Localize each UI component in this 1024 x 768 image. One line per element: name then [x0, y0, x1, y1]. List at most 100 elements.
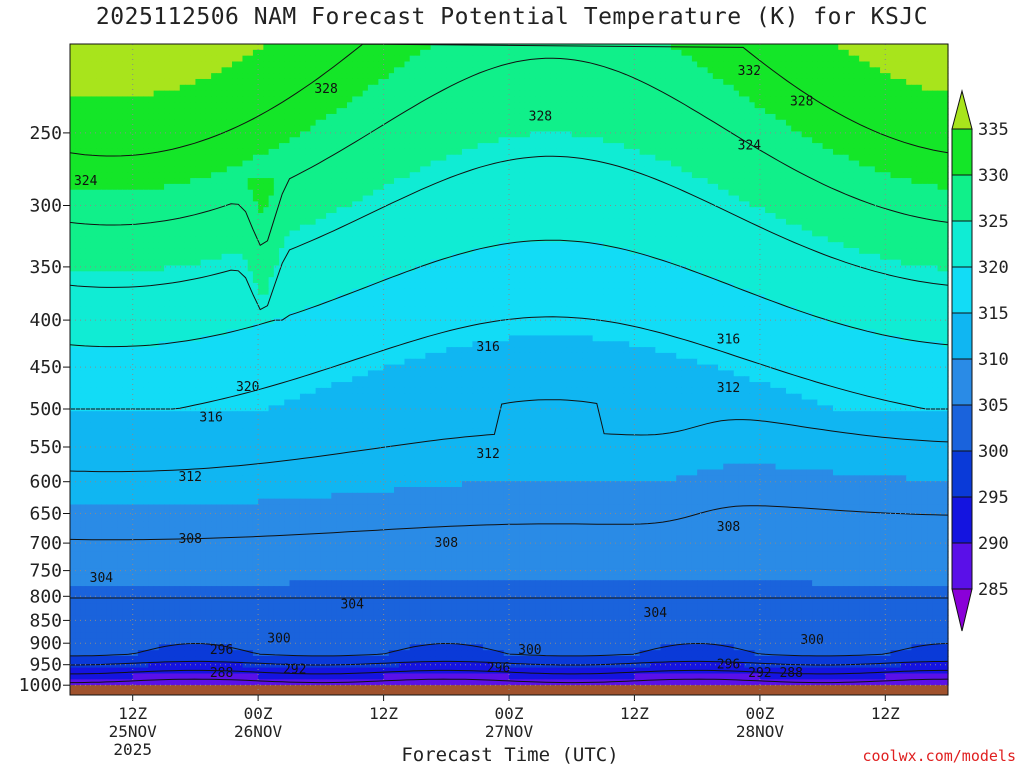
heatmap-cell — [503, 207, 510, 214]
heatmap-cell — [932, 108, 939, 115]
heatmap-cell — [425, 143, 432, 150]
heatmap-cell — [472, 108, 479, 115]
heatmap-cell — [200, 195, 207, 202]
heatmap-cell — [414, 189, 421, 197]
heatmap-cell — [644, 137, 651, 144]
heatmap-cell — [853, 125, 860, 133]
heatmap-cell — [900, 102, 907, 109]
heatmap-cell — [430, 113, 437, 121]
heatmap-cell — [613, 44, 620, 51]
heatmap-cell — [179, 44, 186, 51]
heatmap-cell — [608, 201, 615, 208]
heatmap-cell — [232, 189, 238, 197]
heatmap-cell — [346, 44, 353, 51]
heatmap-cell — [310, 143, 317, 150]
heatmap-cell — [707, 143, 714, 150]
heatmap-cell — [326, 148, 332, 156]
heatmap-cell — [812, 207, 818, 214]
heatmap-cell — [843, 61, 850, 68]
heatmap-cell — [608, 131, 615, 138]
heatmap-cell — [472, 160, 479, 168]
heatmap-cell — [733, 61, 740, 68]
heatmap-cell — [341, 49, 348, 57]
heatmap-cell — [414, 195, 421, 202]
heatmap-cell — [106, 113, 113, 121]
heatmap-cell — [697, 125, 703, 133]
heatmap-cell — [90, 178, 97, 185]
heatmap-cell — [247, 90, 254, 98]
heatmap-cell — [132, 61, 139, 68]
heatmap-cell — [655, 154, 662, 162]
heatmap-cell — [252, 213, 259, 220]
heatmap-cell — [482, 84, 489, 92]
heatmap-cell — [143, 143, 149, 150]
heatmap-cell — [519, 195, 526, 202]
heatmap-cell — [916, 84, 923, 92]
heatmap-cell — [509, 90, 515, 98]
heatmap-cell — [200, 160, 207, 168]
heatmap-cell — [759, 102, 766, 109]
heatmap-cell — [707, 119, 714, 127]
heatmap-cell — [540, 49, 547, 57]
heatmap-cell — [388, 172, 395, 179]
heatmap-cell — [629, 125, 636, 133]
heatmap-cell — [529, 84, 536, 92]
heatmap-cell — [707, 61, 714, 68]
heatmap-cell — [801, 201, 808, 208]
heatmap-cell — [545, 143, 552, 150]
heatmap-cell — [148, 102, 155, 109]
heatmap-cell — [545, 96, 552, 103]
heatmap-cell — [184, 183, 191, 191]
heatmap-cell — [378, 195, 385, 202]
heatmap-cell — [394, 78, 400, 86]
heatmap-cell — [702, 195, 709, 202]
heatmap-cell — [728, 137, 735, 144]
heatmap-cell — [357, 102, 364, 109]
heatmap-cell — [613, 84, 620, 92]
heatmap-cell — [738, 108, 745, 115]
heatmap-cell — [284, 143, 291, 150]
heatmap-cell — [320, 125, 327, 133]
heatmap-cell — [117, 102, 123, 109]
heatmap-cell — [430, 201, 437, 208]
heatmap-cell — [932, 44, 939, 51]
heatmap-cell — [644, 73, 651, 80]
heatmap-cell — [216, 160, 223, 168]
heatmap-cell — [561, 78, 568, 86]
heatmap-cell — [111, 201, 118, 208]
heatmap-cell — [576, 102, 583, 109]
heatmap-cell — [200, 61, 207, 68]
heatmap-cell — [806, 108, 813, 115]
heatmap-cell — [629, 108, 636, 115]
heatmap-cell — [456, 125, 463, 133]
heatmap-cell — [148, 73, 155, 80]
heatmap-cell — [85, 96, 92, 103]
heatmap-cell — [232, 148, 238, 156]
heatmap-cell — [859, 67, 865, 74]
heatmap-cell — [111, 67, 118, 74]
heatmap-cell — [691, 143, 698, 150]
heatmap-cell — [707, 67, 714, 74]
heatmap-cell — [859, 148, 865, 156]
heatmap-cell — [770, 49, 777, 57]
heatmap-cell — [603, 119, 609, 127]
heatmap-cell — [101, 113, 108, 121]
heatmap-cell — [273, 90, 280, 98]
heatmap-cell — [268, 55, 275, 63]
heatmap-cell — [812, 67, 818, 74]
heatmap-cell — [190, 207, 197, 214]
heatmap-cell — [644, 61, 651, 68]
heatmap-cell — [472, 154, 479, 162]
heatmap-cell — [367, 119, 374, 127]
heatmap-cell — [853, 96, 860, 103]
heatmap-cell — [70, 172, 76, 179]
heatmap-cell — [937, 125, 944, 133]
heatmap-cell — [801, 67, 808, 74]
heatmap-cell — [691, 55, 698, 63]
heatmap-cell — [702, 166, 709, 173]
heatmap-cell — [838, 102, 845, 109]
heatmap-cell — [540, 178, 547, 185]
heatmap-cell — [127, 125, 134, 133]
heatmap-cell — [399, 84, 406, 92]
heatmap-cell — [618, 78, 625, 86]
